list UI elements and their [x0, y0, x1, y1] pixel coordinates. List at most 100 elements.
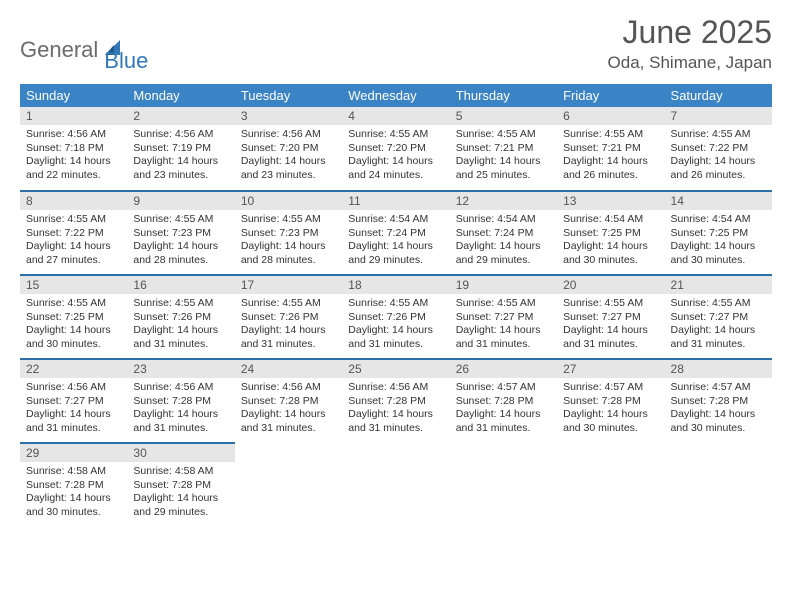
day-number: 8	[20, 192, 127, 210]
day-number: 3	[235, 107, 342, 125]
sunset-line: Sunset: 7:24 PM	[348, 227, 443, 241]
sunrise-line: Sunrise: 4:55 AM	[563, 297, 658, 311]
daylight-line: Daylight: 14 hours and 31 minutes.	[348, 408, 443, 435]
day-cell: 8Sunrise: 4:55 AMSunset: 7:22 PMDaylight…	[20, 191, 127, 275]
daylight-line: Daylight: 14 hours and 23 minutes.	[241, 155, 336, 182]
day-details: Sunrise: 4:56 AMSunset: 7:28 PMDaylight:…	[127, 378, 234, 441]
daylight-line: Daylight: 14 hours and 29 minutes.	[456, 240, 551, 267]
sunset-line: Sunset: 7:22 PM	[671, 142, 766, 156]
day-cell: 27Sunrise: 4:57 AMSunset: 7:28 PMDayligh…	[557, 359, 664, 443]
day-details: Sunrise: 4:56 AMSunset: 7:28 PMDaylight:…	[235, 378, 342, 441]
day-cell: 3 Sunrise: 4:56 AMSunset: 7:20 PMDaylight…	[235, 107, 342, 191]
day-cell: 6Sunrise: 4:55 AMSunset: 7:21 PMDaylight…	[557, 107, 664, 191]
sunrise-line: Sunrise: 4:56 AM	[26, 381, 121, 395]
day-cell: 25Sunrise: 4:56 AMSunset: 7:28 PMDayligh…	[342, 359, 449, 443]
day-number: 16	[127, 276, 234, 294]
sunset-line: Sunset: 7:21 PM	[563, 142, 658, 156]
day-cell: 24Sunrise: 4:56 AMSunset: 7:28 PMDayligh…	[235, 359, 342, 443]
day-number: 12	[450, 192, 557, 210]
sunset-line: Sunset: 7:28 PM	[456, 395, 551, 409]
sunrise-line: Sunrise: 4:58 AM	[26, 465, 121, 479]
header: General Blue June 2025 Oda, Shimane, Jap…	[20, 14, 772, 74]
daylight-line: Daylight: 14 hours and 30 minutes.	[26, 492, 121, 519]
daylight-line: Daylight: 14 hours and 31 minutes.	[241, 408, 336, 435]
sunrise-line: Sunrise: 4:54 AM	[456, 213, 551, 227]
sunrise-line: Sunrise: 4:56 AM	[241, 381, 336, 395]
weekday-monday: Monday	[127, 84, 234, 107]
daylight-line: Daylight: 14 hours and 23 minutes.	[133, 155, 228, 182]
daylight-line: Daylight: 14 hours and 31 minutes.	[563, 324, 658, 351]
sunrise-line: Sunrise: 4:56 AM	[348, 381, 443, 395]
day-number: 28	[665, 360, 772, 378]
daylight-line: Daylight: 14 hours and 30 minutes.	[26, 324, 121, 351]
day-cell: 19Sunrise: 4:55 AMSunset: 7:27 PMDayligh…	[450, 275, 557, 359]
day-cell: 9Sunrise: 4:55 AMSunset: 7:23 PMDaylight…	[127, 191, 234, 275]
location-text: Oda, Shimane, Japan	[608, 53, 772, 73]
sunrise-line: Sunrise: 4:54 AM	[671, 213, 766, 227]
day-details: Sunrise: 4:57 AMSunset: 7:28 PMDaylight:…	[665, 378, 772, 441]
day-cell: 23Sunrise: 4:56 AMSunset: 7:28 PMDayligh…	[127, 359, 234, 443]
weekday-tuesday: Tuesday	[235, 84, 342, 107]
sunset-line: Sunset: 7:25 PM	[26, 311, 121, 325]
day-details: Sunrise: 4:55 AMSunset: 7:22 PMDaylight:…	[665, 125, 772, 188]
daylight-line: Daylight: 14 hours and 29 minutes.	[348, 240, 443, 267]
day-cell: 16Sunrise: 4:55 AMSunset: 7:26 PMDayligh…	[127, 275, 234, 359]
sunset-line: Sunset: 7:19 PM	[133, 142, 228, 156]
sunset-line: Sunset: 7:23 PM	[133, 227, 228, 241]
day-number: 20	[557, 276, 664, 294]
day-number: 30	[127, 444, 234, 462]
day-cell: 14Sunrise: 4:54 AMSunset: 7:25 PMDayligh…	[665, 191, 772, 275]
sunset-line: Sunset: 7:27 PM	[26, 395, 121, 409]
logo: General Blue	[20, 14, 148, 74]
sunrise-line: Sunrise: 4:56 AM	[133, 381, 228, 395]
sunrise-line: Sunrise: 4:54 AM	[348, 213, 443, 227]
day-number: 11	[342, 192, 449, 210]
day-cell: 15Sunrise: 4:55 AMSunset: 7:25 PMDayligh…	[20, 275, 127, 359]
day-number: 6	[557, 107, 664, 125]
daylight-line: Daylight: 14 hours and 30 minutes.	[671, 240, 766, 267]
day-number: 10	[235, 192, 342, 210]
day-details: Sunrise: 4:56 AMSunset: 7:18 PMDaylight:…	[20, 125, 127, 188]
day-details: Sunrise: 4:55 AMSunset: 7:27 PMDaylight:…	[665, 294, 772, 357]
sunrise-line: Sunrise: 4:55 AM	[133, 213, 228, 227]
day-number: 4	[342, 107, 449, 125]
day-details: Sunrise: 4:55 AMSunset: 7:26 PMDaylight:…	[127, 294, 234, 357]
day-cell: 20Sunrise: 4:55 AMSunset: 7:27 PMDayligh…	[557, 275, 664, 359]
weekday-wednesday: Wednesday	[342, 84, 449, 107]
daylight-line: Daylight: 14 hours and 30 minutes.	[671, 408, 766, 435]
day-details: Sunrise: 4:55 AMSunset: 7:22 PMDaylight:…	[20, 210, 127, 273]
sunrise-line: Sunrise: 4:55 AM	[241, 297, 336, 311]
sunset-line: Sunset: 7:25 PM	[671, 227, 766, 241]
day-details: Sunrise: 4:55 AMSunset: 7:25 PMDaylight:…	[20, 294, 127, 357]
page-title: June 2025	[608, 14, 772, 51]
day-details: Sunrise: 4:55 AMSunset: 7:20 PMDaylight:…	[342, 125, 449, 188]
sunset-line: Sunset: 7:28 PM	[563, 395, 658, 409]
sunset-line: Sunset: 7:20 PM	[241, 142, 336, 156]
week-row: 1Sunrise: 4:56 AMSunset: 7:18 PMDaylight…	[20, 107, 772, 191]
day-number: 7	[665, 107, 772, 125]
sunrise-line: Sunrise: 4:55 AM	[348, 128, 443, 142]
day-cell: 21Sunrise: 4:55 AMSunset: 7:27 PMDayligh…	[665, 275, 772, 359]
week-row: 8Sunrise: 4:55 AMSunset: 7:22 PMDaylight…	[20, 191, 772, 275]
daylight-line: Daylight: 14 hours and 31 minutes.	[241, 324, 336, 351]
day-cell: 5Sunrise: 4:55 AMSunset: 7:21 PMDaylight…	[450, 107, 557, 191]
day-number: 22	[20, 360, 127, 378]
sunset-line: Sunset: 7:26 PM	[241, 311, 336, 325]
daylight-line: Daylight: 14 hours and 28 minutes.	[133, 240, 228, 267]
day-number: 18	[342, 276, 449, 294]
sunset-line: Sunset: 7:28 PM	[671, 395, 766, 409]
sunset-line: Sunset: 7:22 PM	[26, 227, 121, 241]
weekday-thursday: Thursday	[450, 84, 557, 107]
sunrise-line: Sunrise: 4:57 AM	[671, 381, 766, 395]
day-cell: 4Sunrise: 4:55 AMSunset: 7:20 PMDaylight…	[342, 107, 449, 191]
sunrise-line: Sunrise: 4:56 AM	[241, 128, 336, 142]
day-cell: 13Sunrise: 4:54 AMSunset: 7:25 PMDayligh…	[557, 191, 664, 275]
daylight-line: Daylight: 14 hours and 24 minutes.	[348, 155, 443, 182]
weekday-header-row: Sunday Monday Tuesday Wednesday Thursday…	[20, 84, 772, 107]
day-cell: 28Sunrise: 4:57 AMSunset: 7:28 PMDayligh…	[665, 359, 772, 443]
day-number: 24	[235, 360, 342, 378]
day-details: Sunrise: 4:55 AMSunset: 7:27 PMDaylight:…	[450, 294, 557, 357]
day-details: Sunrise: 4:57 AMSunset: 7:28 PMDaylight:…	[557, 378, 664, 441]
sunset-line: Sunset: 7:25 PM	[563, 227, 658, 241]
daylight-line: Daylight: 14 hours and 31 minutes.	[133, 324, 228, 351]
